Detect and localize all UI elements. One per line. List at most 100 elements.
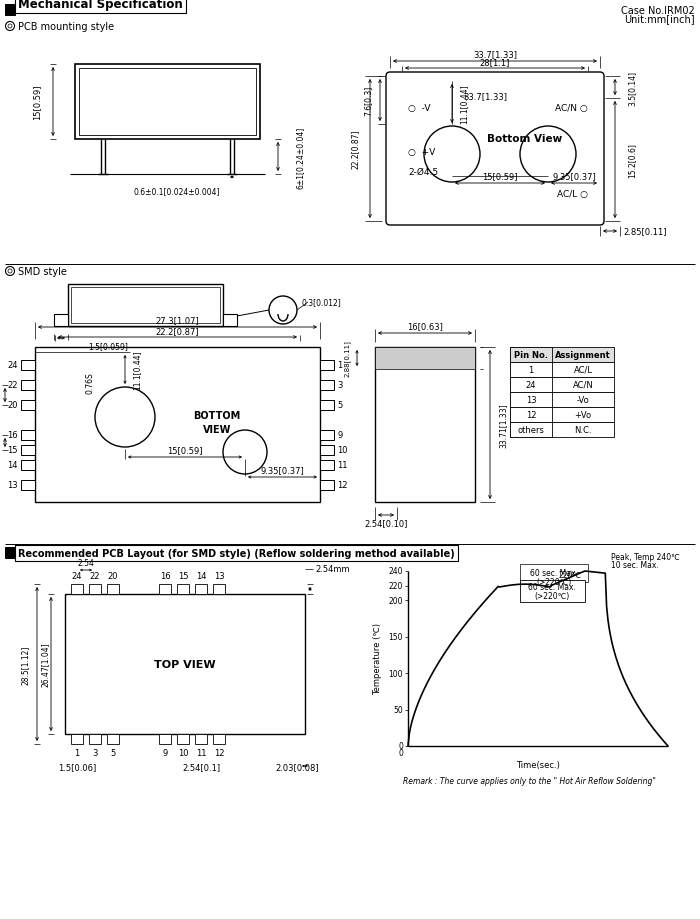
Text: 60 sec. Max.: 60 sec. Max. bbox=[530, 569, 578, 578]
Bar bbox=[71, 288, 220, 323]
Bar bbox=[5, 5, 15, 16]
Text: Case No.IRM02: Case No.IRM02 bbox=[622, 6, 695, 16]
Text: 22.2[0.87]: 22.2[0.87] bbox=[155, 326, 200, 335]
Bar bbox=[510, 407, 552, 423]
Bar bbox=[520, 580, 584, 602]
Bar bbox=[213, 584, 225, 595]
Text: 1.5[0.059]: 1.5[0.059] bbox=[88, 342, 128, 351]
Text: 5: 5 bbox=[337, 401, 342, 410]
Text: 6±1[0.24±0.04]: 6±1[0.24±0.04] bbox=[295, 126, 304, 188]
Text: 60 sec. Max.: 60 sec. Max. bbox=[528, 583, 575, 592]
Bar bbox=[71, 734, 83, 744]
Text: 2.03[0.08]: 2.03[0.08] bbox=[275, 762, 318, 771]
Text: 11.1[0.44]: 11.1[0.44] bbox=[459, 85, 468, 124]
Text: 3.5[0.14]: 3.5[0.14] bbox=[627, 71, 636, 106]
Text: -Vo: -Vo bbox=[577, 395, 589, 404]
Text: 13: 13 bbox=[526, 395, 536, 404]
Text: 13: 13 bbox=[214, 572, 224, 581]
Text: 0: 0 bbox=[398, 742, 403, 751]
Text: 2.54mm: 2.54mm bbox=[315, 565, 349, 573]
Bar bbox=[510, 347, 552, 363]
Bar bbox=[510, 363, 614, 378]
Bar bbox=[510, 347, 614, 363]
Bar bbox=[159, 734, 171, 744]
Text: 10 sec. Max.: 10 sec. Max. bbox=[610, 561, 658, 570]
Bar bbox=[21, 460, 35, 471]
Text: AC/N: AC/N bbox=[573, 380, 594, 390]
Text: Unit:mm[inch]: Unit:mm[inch] bbox=[624, 14, 695, 24]
Bar bbox=[510, 378, 552, 392]
Bar bbox=[21, 481, 35, 491]
Bar bbox=[510, 423, 552, 437]
Bar bbox=[21, 446, 35, 456]
Text: Bottom View: Bottom View bbox=[487, 134, 563, 144]
Bar bbox=[107, 584, 119, 595]
Bar bbox=[21, 360, 35, 370]
Bar bbox=[5, 548, 15, 559]
Text: 15[0.59]: 15[0.59] bbox=[32, 85, 41, 120]
Text: 14: 14 bbox=[196, 572, 206, 581]
Bar bbox=[177, 734, 189, 744]
Text: 200: 200 bbox=[389, 596, 403, 605]
Text: AC/L ○: AC/L ○ bbox=[557, 190, 588, 199]
Bar bbox=[75, 65, 260, 140]
Text: 5: 5 bbox=[111, 748, 116, 757]
Text: 0.3[0.012]: 0.3[0.012] bbox=[301, 298, 341, 307]
Text: 9.35[0.37]: 9.35[0.37] bbox=[260, 466, 304, 474]
Text: 2.54: 2.54 bbox=[78, 559, 94, 567]
Bar bbox=[71, 584, 83, 595]
Text: 150: 150 bbox=[389, 632, 403, 641]
Text: 13: 13 bbox=[8, 481, 18, 490]
Text: 28[1.1]: 28[1.1] bbox=[480, 58, 510, 67]
Bar bbox=[54, 314, 68, 326]
Bar bbox=[89, 734, 101, 744]
Text: PCB mounting style: PCB mounting style bbox=[18, 22, 114, 32]
Text: VIEW: VIEW bbox=[203, 425, 231, 435]
Text: Peak, Temp 240℃: Peak, Temp 240℃ bbox=[610, 552, 679, 562]
Text: 12: 12 bbox=[526, 411, 536, 420]
Text: Time(sec.): Time(sec.) bbox=[516, 760, 560, 769]
Text: Assignment: Assignment bbox=[555, 351, 611, 359]
Bar bbox=[510, 407, 614, 423]
Text: 24: 24 bbox=[526, 380, 536, 390]
Text: 0.6±0.1[0.024±0.004]: 0.6±0.1[0.024±0.004] bbox=[134, 187, 220, 196]
Text: 15[0.59]: 15[0.59] bbox=[167, 446, 203, 455]
Bar bbox=[375, 347, 475, 369]
Text: 14: 14 bbox=[8, 461, 18, 470]
Bar bbox=[79, 69, 256, 136]
Text: AC/N ○: AC/N ○ bbox=[555, 105, 588, 113]
Text: 1: 1 bbox=[74, 748, 80, 757]
Bar bbox=[35, 347, 320, 503]
Text: Pin No.: Pin No. bbox=[514, 351, 548, 359]
Text: 100: 100 bbox=[389, 669, 403, 678]
Text: 27.3[1.07]: 27.3[1.07] bbox=[155, 315, 200, 324]
Text: 16[0.63]: 16[0.63] bbox=[407, 322, 443, 331]
Text: 9: 9 bbox=[337, 431, 342, 440]
Text: 0: 0 bbox=[398, 748, 403, 757]
Bar bbox=[320, 360, 334, 370]
Text: TOP VIEW: TOP VIEW bbox=[154, 659, 216, 669]
Bar bbox=[320, 380, 334, 391]
Text: 0.76S: 0.76S bbox=[85, 371, 94, 393]
Bar bbox=[320, 446, 334, 456]
Text: 10: 10 bbox=[337, 446, 347, 455]
Text: 3: 3 bbox=[337, 381, 342, 390]
Text: 10: 10 bbox=[178, 748, 188, 757]
Text: 50: 50 bbox=[393, 705, 403, 714]
Text: 16: 16 bbox=[8, 431, 18, 440]
Text: 1: 1 bbox=[337, 361, 342, 370]
Bar bbox=[320, 430, 334, 440]
Text: 12: 12 bbox=[337, 481, 347, 490]
Text: 24: 24 bbox=[71, 572, 83, 581]
Bar bbox=[195, 584, 207, 595]
Text: 22: 22 bbox=[90, 572, 100, 581]
Text: 2-Ø4.5: 2-Ø4.5 bbox=[408, 167, 438, 176]
Bar bbox=[107, 734, 119, 744]
Text: 33.7[1.33]: 33.7[1.33] bbox=[473, 50, 517, 59]
Bar bbox=[510, 423, 614, 437]
Bar bbox=[375, 347, 475, 503]
Text: (>220℃): (>220℃) bbox=[534, 592, 569, 601]
Bar bbox=[520, 564, 588, 583]
Text: Remark : The curve applies only to the " Hot Air Reflow Soldering": Remark : The curve applies only to the "… bbox=[403, 777, 656, 785]
Bar bbox=[65, 595, 305, 734]
